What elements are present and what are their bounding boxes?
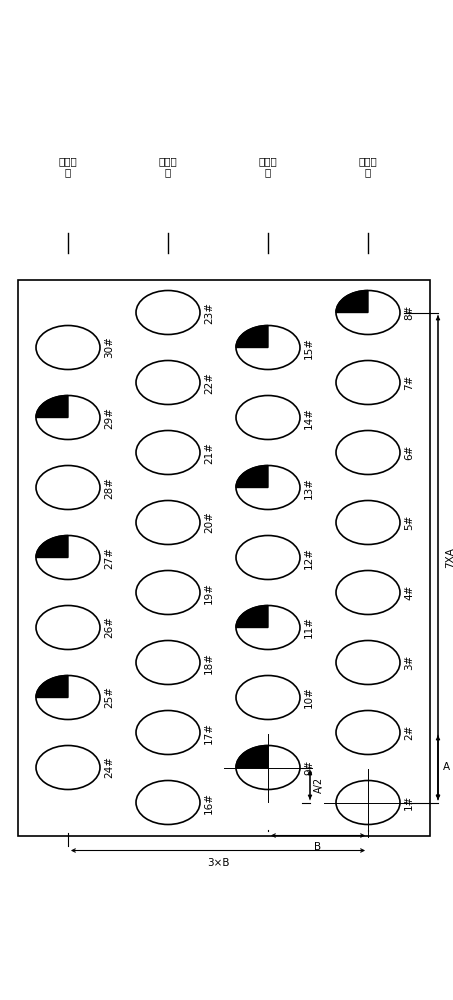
Text: 10#: 10#	[304, 687, 314, 708]
Text: 24#: 24#	[104, 756, 114, 778]
Text: 第一行
模: 第一行 模	[359, 156, 377, 178]
Text: 27#: 27#	[104, 547, 114, 569]
Text: 14#: 14#	[304, 407, 314, 429]
Text: 2#: 2#	[404, 725, 414, 740]
Text: 8#: 8#	[404, 305, 414, 320]
Text: 3×B: 3×B	[207, 857, 229, 867]
Polygon shape	[236, 466, 268, 488]
Text: 1#: 1#	[404, 795, 414, 810]
Text: 20#: 20#	[204, 512, 214, 533]
Polygon shape	[36, 536, 68, 558]
Text: 19#: 19#	[204, 582, 214, 604]
Text: 29#: 29#	[104, 407, 114, 429]
Text: 第三行
模: 第三行 模	[159, 156, 178, 178]
Text: 30#: 30#	[104, 337, 114, 358]
Text: 18#: 18#	[204, 652, 214, 674]
Text: 9#: 9#	[304, 760, 314, 775]
Text: 7XA: 7XA	[445, 547, 453, 568]
Text: 25#: 25#	[104, 686, 114, 708]
Text: 16#: 16#	[204, 791, 214, 813]
Text: B: B	[314, 842, 322, 852]
Text: 3#: 3#	[404, 655, 414, 670]
Text: 5#: 5#	[404, 515, 414, 530]
Text: A: A	[443, 762, 450, 772]
Text: 13#: 13#	[304, 477, 314, 499]
Text: 第四行
模: 第四行 模	[58, 156, 77, 178]
Text: 第二行
模: 第二行 模	[259, 156, 277, 178]
Text: 12#: 12#	[304, 547, 314, 569]
Text: 23#: 23#	[204, 302, 214, 324]
Text: 17#: 17#	[204, 722, 214, 744]
Text: 21#: 21#	[204, 442, 214, 464]
Text: 6#: 6#	[404, 445, 414, 460]
Text: 22#: 22#	[204, 372, 214, 394]
Polygon shape	[236, 746, 268, 768]
Text: A/2: A/2	[314, 777, 324, 793]
Text: 26#: 26#	[104, 616, 114, 639]
Polygon shape	[336, 290, 368, 313]
Bar	[18, 280, 430, 836]
Text: 11#: 11#	[304, 616, 314, 639]
Polygon shape	[36, 395, 68, 418]
Text: 7#: 7#	[404, 375, 414, 390]
Text: 28#: 28#	[104, 477, 114, 499]
Polygon shape	[236, 326, 268, 348]
Polygon shape	[36, 676, 68, 698]
Polygon shape	[236, 605, 268, 628]
Text: 4#: 4#	[404, 585, 414, 600]
Text: 15#: 15#	[304, 337, 314, 359]
